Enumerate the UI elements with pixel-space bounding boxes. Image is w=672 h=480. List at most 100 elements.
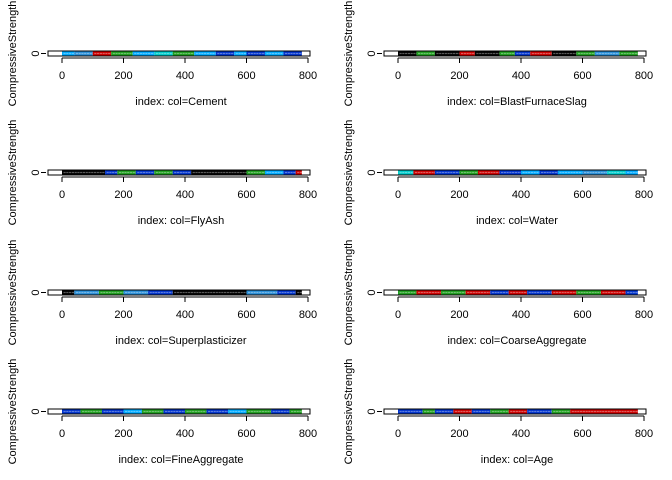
data-point xyxy=(424,410,427,413)
data-point xyxy=(585,410,588,413)
data-point xyxy=(266,52,269,55)
data-point xyxy=(275,410,278,413)
x-tick-label: 400 xyxy=(176,189,194,201)
data-point xyxy=(632,171,635,174)
data-point xyxy=(505,291,508,294)
data-point xyxy=(87,410,90,413)
data-point xyxy=(169,171,172,174)
data-point xyxy=(152,291,155,294)
data-point xyxy=(112,52,115,55)
data-point xyxy=(423,291,426,294)
data-point xyxy=(229,410,232,413)
data-point xyxy=(439,52,442,55)
data-segment xyxy=(471,409,491,414)
x-tick-label: 400 xyxy=(512,189,530,201)
data-point xyxy=(518,410,521,413)
data-point xyxy=(629,291,633,294)
data-segment xyxy=(398,290,417,295)
data-point xyxy=(533,171,536,174)
data-segment xyxy=(172,51,195,56)
data-segment xyxy=(434,409,454,414)
data-segment xyxy=(600,290,626,295)
data-point xyxy=(130,291,133,294)
data-point xyxy=(506,52,509,55)
y-tick-label: 0 xyxy=(366,169,378,175)
data-point xyxy=(178,410,182,413)
data-point xyxy=(592,171,595,174)
data-point xyxy=(553,291,556,294)
data-point xyxy=(130,410,133,413)
x-tick-label: 600 xyxy=(237,428,255,440)
data-point xyxy=(212,171,215,174)
data-point xyxy=(552,171,555,174)
data-point xyxy=(148,52,151,55)
y-tick-label: 0 xyxy=(30,289,42,295)
data-point xyxy=(86,52,90,55)
data-point xyxy=(413,410,416,413)
data-point xyxy=(134,52,137,55)
data-point xyxy=(274,52,277,55)
data-point xyxy=(189,410,192,413)
plot-box xyxy=(383,408,647,415)
data-point xyxy=(71,291,75,294)
data-point xyxy=(238,52,241,55)
data-point xyxy=(214,171,217,174)
data-point xyxy=(486,291,489,294)
data-segment xyxy=(289,409,302,414)
data-point xyxy=(229,291,232,294)
data-segment xyxy=(172,290,247,295)
data-point xyxy=(413,291,416,294)
data-point xyxy=(561,52,564,55)
data-point xyxy=(151,410,154,413)
data-point xyxy=(169,52,172,55)
data-point xyxy=(299,171,303,174)
data-point xyxy=(253,410,256,413)
data-point xyxy=(190,291,194,294)
data-point xyxy=(114,171,118,174)
data-point xyxy=(182,52,185,55)
data-point xyxy=(228,171,231,174)
data-point xyxy=(299,291,303,294)
data-point xyxy=(629,52,632,55)
data-point xyxy=(441,171,445,174)
data-point xyxy=(292,291,295,294)
data-segment xyxy=(625,290,638,295)
x-tick-label: 400 xyxy=(176,428,194,440)
data-point xyxy=(224,410,227,413)
data-point xyxy=(226,291,229,294)
data-point xyxy=(77,171,80,174)
data-segment xyxy=(527,409,552,414)
data-segment xyxy=(132,51,155,56)
data-point xyxy=(293,171,296,174)
data-point xyxy=(542,410,545,413)
data-point xyxy=(441,410,445,413)
data-point xyxy=(534,52,537,55)
data-point xyxy=(105,291,109,294)
data-segment xyxy=(434,170,460,175)
data-point xyxy=(426,410,430,413)
data-point xyxy=(410,291,413,294)
data-segment xyxy=(98,290,124,295)
data-segment xyxy=(465,290,491,295)
data-point xyxy=(461,52,464,55)
data-point xyxy=(522,171,525,174)
data-point xyxy=(228,52,231,55)
data-point xyxy=(474,171,478,174)
data-segment xyxy=(607,170,626,175)
data-point xyxy=(580,291,583,294)
data-point xyxy=(542,291,545,294)
data-point xyxy=(100,291,103,294)
data-point xyxy=(266,171,269,174)
data-point xyxy=(235,410,238,413)
data-point xyxy=(295,52,299,55)
data-point xyxy=(402,52,405,55)
data-point xyxy=(88,171,91,174)
data-point xyxy=(540,171,544,174)
x-tick-label: 600 xyxy=(237,70,255,82)
x-axis-label: index: col=Water xyxy=(476,215,558,227)
data-point xyxy=(253,291,256,294)
data-point xyxy=(497,410,500,413)
data-point xyxy=(143,410,146,413)
data-point xyxy=(418,410,422,413)
data-point xyxy=(572,291,575,294)
